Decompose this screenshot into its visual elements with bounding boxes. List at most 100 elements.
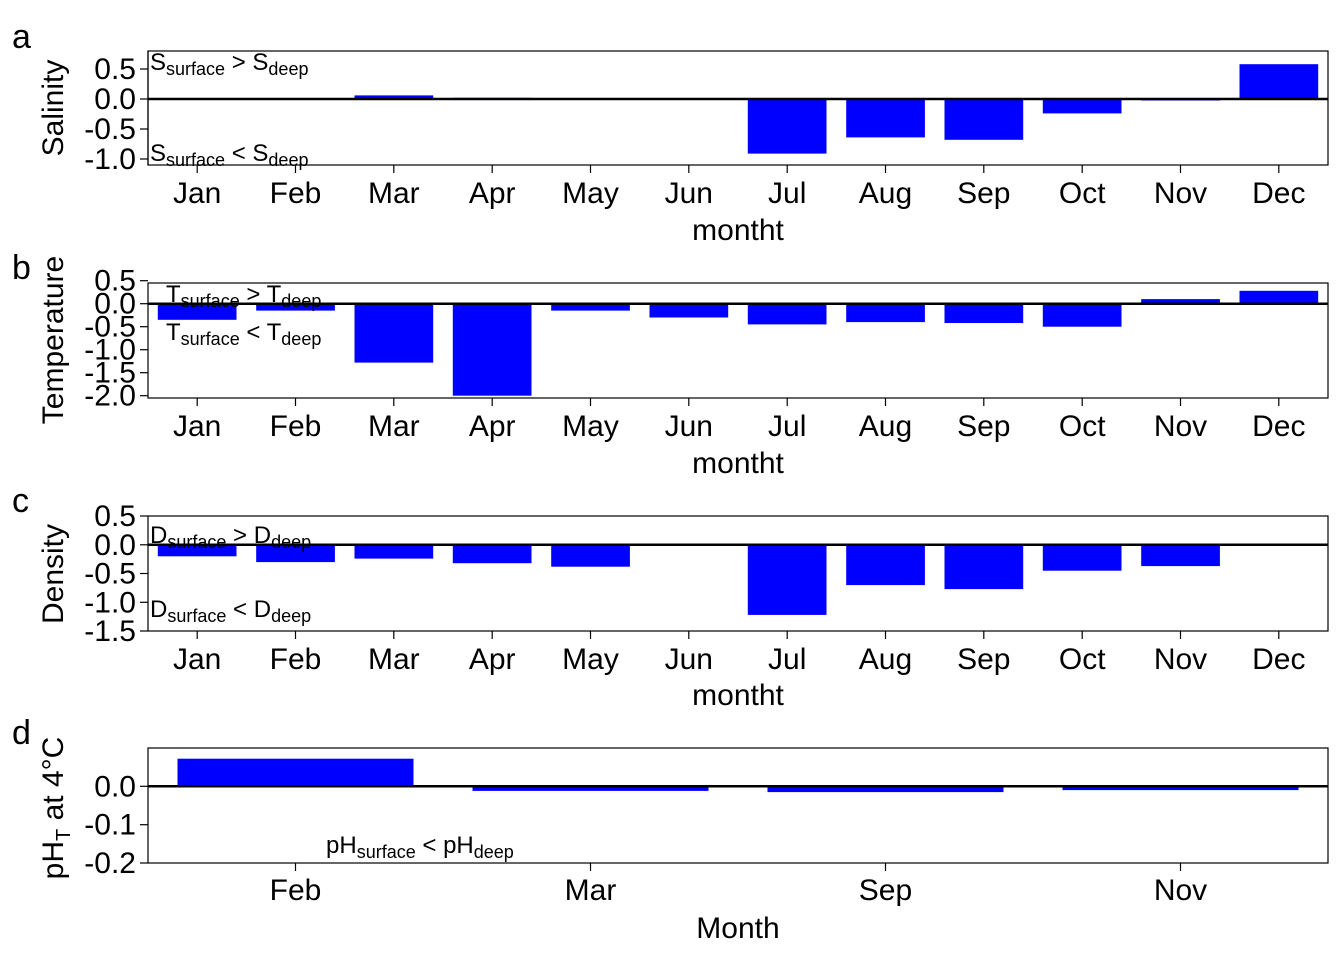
x-tick-label-b: Dec — [1252, 410, 1305, 443]
bar-c-mar — [354, 544, 434, 559]
y-tick-label-a: -1.0 — [84, 143, 136, 176]
x-tick-label-c: Feb — [270, 643, 322, 676]
bar-b-jun — [649, 303, 729, 318]
y-axis-label-d: pHT at 4°C — [37, 737, 75, 880]
bar-d-sep — [767, 786, 1004, 793]
bar-c-nov — [1141, 544, 1220, 567]
plot-frame-b — [147, 282, 1329, 399]
x-tick-label-a: Dec — [1252, 177, 1305, 210]
x-tick-label-c: Nov — [1154, 643, 1207, 676]
bar-d-mar — [472, 786, 709, 791]
plot-frame-c — [147, 515, 1329, 632]
x-tick-label-a: Sep — [957, 177, 1010, 210]
bar-a-aug — [846, 99, 925, 138]
panel-d: d 0.0 -0.1 -0.2 pHT at 4°C Feb Mar Sep Nov Mo… — [12, 714, 1329, 945]
bar-b-jan — [157, 303, 237, 320]
x-tick-label-c: Jan — [173, 643, 221, 676]
bar-a-oct — [1042, 99, 1122, 114]
x-tick-label-a: Aug — [859, 177, 912, 210]
x-axis-label-a: montht — [692, 214, 784, 247]
panel-b: b 0.50.0-0.5-1.0-1.5-2.0 Temperature Jan… — [12, 249, 1329, 480]
y-tick-label-b: 0.0 — [94, 288, 136, 321]
bar-d-nov — [1062, 786, 1299, 791]
x-axis-label-d: Month — [696, 912, 779, 945]
bars-d — [177, 758, 1299, 793]
x-tick-label-c: May — [562, 643, 619, 676]
x-axis-label-c: montht — [692, 679, 784, 712]
bars-a — [354, 64, 1319, 154]
y-axis-label-a: Salinity — [37, 60, 70, 157]
bar-c-may — [551, 544, 630, 567]
x-tick-label-c: Oct — [1059, 643, 1106, 676]
y-tick-label-b: 0.5 — [94, 265, 136, 298]
y-axis-label-b: Temperature — [37, 256, 70, 424]
bar-b-apr — [452, 303, 532, 396]
x-tick-label-c: Sep — [957, 643, 1010, 676]
bar-b-dec — [1239, 290, 1319, 304]
bar-c-aug — [846, 544, 925, 586]
x-tick-label-d: Nov — [1154, 874, 1207, 907]
bar-a-sep — [944, 99, 1024, 140]
y-tick-label-c: 0.5 — [94, 500, 136, 533]
annotation-a-upper: Ssurface > Sdeep — [150, 49, 308, 79]
x-tick-label-c: Mar — [368, 643, 420, 676]
x-tick-label-b: May — [562, 410, 619, 443]
bar-b-oct — [1042, 303, 1122, 327]
y-tick-label-c: -1.5 — [84, 615, 136, 648]
x-tick-label-a: Apr — [469, 177, 516, 210]
x-tick-label-d: Feb — [270, 874, 322, 907]
panel-letter-a: a — [12, 18, 31, 56]
y-axis-a: 0.50.0-0.5-1.0 Salinity — [37, 51, 149, 176]
x-tick-label-b: Oct — [1059, 410, 1106, 443]
y-ticks-d: 0.0 -0.1 -0.2 — [84, 770, 148, 880]
bar-a-dec — [1239, 64, 1319, 99]
y-tick-label-c: -0.5 — [84, 558, 136, 591]
y-tick-label-a: -0.5 — [84, 113, 136, 146]
x-tick-label-a: Jun — [665, 177, 713, 210]
y-tick-label-a: 0.0 — [94, 83, 136, 116]
x-tick-label-a: Nov — [1154, 177, 1207, 210]
x-axis-label-b: montht — [692, 447, 784, 480]
x-tick-label-d: Sep — [859, 874, 912, 907]
x-axis-b: Jan Feb Mar Apr May Jun Jul Aug Sep Oct Nov Dec — [173, 398, 1305, 443]
x-tick-label-b: Sep — [957, 410, 1010, 443]
bars-b — [157, 290, 1319, 396]
x-tick-label-c: Dec — [1252, 643, 1305, 676]
y-tick-label-d: -0.2 — [84, 847, 136, 880]
x-tick-label-d: Mar — [565, 874, 617, 907]
x-tick-label-b: Aug — [859, 410, 912, 443]
x-tick-label-c: Apr — [469, 643, 516, 676]
y-tick-label-b: -1.0 — [84, 334, 136, 367]
y-axis-b: 0.50.0-0.5-1.0-1.5-2.0 Temperature — [37, 256, 148, 424]
bar-c-feb — [256, 544, 335, 563]
y-tick-label-c: 0.0 — [94, 529, 136, 562]
x-tick-label-c: Aug — [859, 643, 912, 676]
y-tick-label-b: -2.0 — [84, 380, 136, 413]
bar-a-jul — [747, 99, 827, 154]
x-tick-label-a: Jul — [768, 177, 806, 210]
y-ticks-c: 0.50.0-0.5-1.0-1.5 — [84, 500, 148, 648]
annotation-c-lower: Dsurface < Ddeep — [150, 596, 311, 626]
plot-frame-a — [147, 50, 1329, 166]
x-tick-label-c: Jul — [768, 643, 806, 676]
bar-c-sep — [944, 544, 1024, 590]
bar-b-may — [551, 303, 630, 311]
x-tick-label-b: Jul — [768, 410, 806, 443]
bar-b-nov — [1141, 299, 1220, 304]
bar-a-mar — [354, 95, 434, 99]
annotation-b-upper: Tsurface > Tdeep — [166, 281, 321, 311]
x-tick-label-a: Feb — [270, 177, 322, 210]
bar-b-aug — [846, 303, 925, 323]
x-tick-label-b: Mar — [368, 410, 420, 443]
x-tick-label-b: Nov — [1154, 410, 1207, 443]
panel-a: a 0.50.0-0.5-1.0 Salinity Jan Feb Mar Apr Ma… — [12, 18, 1329, 247]
annotation-b-lower: Tsurface < Tdeep — [166, 319, 321, 349]
y-axis-c: 0.50.0-0.5-1.0-1.5 Density — [37, 500, 148, 648]
panel-letter-d: d — [12, 714, 31, 752]
y-tick-label-a: 0.5 — [94, 53, 136, 86]
y-tick-label-c: -1.0 — [84, 586, 136, 619]
x-tick-label-b: Jan — [173, 410, 221, 443]
panel-letter-b: b — [12, 249, 31, 287]
x-tick-label-b: Jun — [665, 410, 713, 443]
